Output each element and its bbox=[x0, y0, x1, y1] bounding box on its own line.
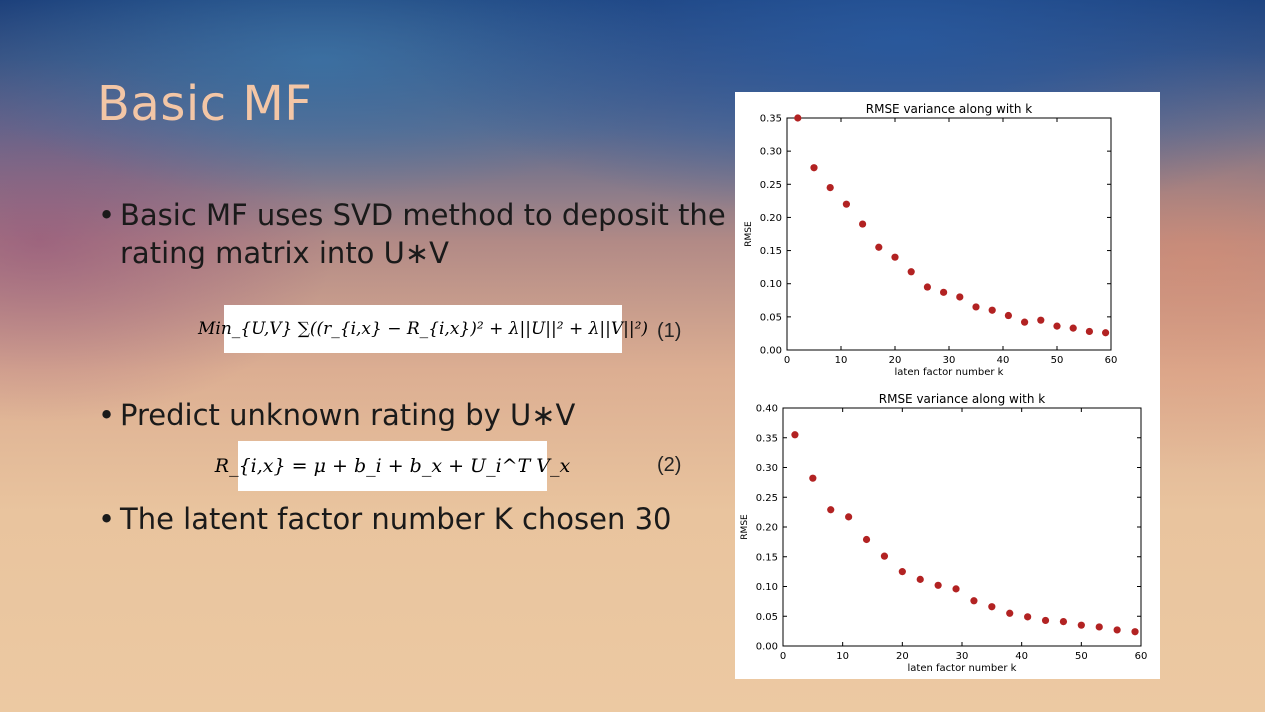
chart-2-data-point bbox=[862, 535, 871, 544]
rmse-plots-panel: 0.00 0.05 0.10 0.15 0.20 0.25 0.30 0.35 0 10 20 30 4… bbox=[735, 92, 1160, 679]
bullet-latent-factor: • The latent factor number K chosen 30 bbox=[98, 500, 738, 538]
chart-2-data-point bbox=[845, 513, 853, 521]
bullet-text: Basic MF uses SVD method to deposit the … bbox=[120, 198, 726, 270]
chart-2-data-point bbox=[809, 474, 817, 482]
chart-2-data-point bbox=[880, 552, 889, 560]
chart-2-xtick-label: 30 bbox=[956, 651, 969, 662]
chart-1-ytick-label: 0.30 bbox=[760, 147, 782, 158]
bullet-dot: • bbox=[98, 398, 116, 432]
chart-1-data-point bbox=[1102, 329, 1110, 337]
chart-1-data-point bbox=[1069, 324, 1077, 332]
chart-1-data-point bbox=[988, 306, 996, 314]
chart-1-xtick-label: 50 bbox=[1051, 355, 1064, 366]
equation-2: R_{i,x} = μ + b_i + b_x + U_i^T V_x bbox=[214, 455, 571, 477]
chart-2-data-point bbox=[1077, 621, 1085, 629]
chart-1-data-point bbox=[1021, 318, 1029, 326]
equation-2-box: R_{i,x} = μ + b_i + b_x + U_i^T V_x bbox=[214, 441, 571, 491]
bullet-dot: • bbox=[98, 198, 116, 232]
bullet-text: The latent factor number K chosen 30 bbox=[120, 502, 672, 536]
chart-1-ytick-label: 0.20 bbox=[760, 213, 782, 224]
chart-2-data-point bbox=[1041, 616, 1050, 625]
chart-1-data-point bbox=[972, 303, 980, 311]
chart-1-data-point bbox=[826, 184, 834, 192]
chart-2-ylabel: RMSE bbox=[740, 514, 750, 540]
chart-1-ytick-label: 0.35 bbox=[760, 114, 782, 125]
chart-2-ytick-label: 0.20 bbox=[756, 523, 778, 534]
chart-2-ytick-label: 0.10 bbox=[756, 582, 778, 593]
rmse-plots-svg: 0.00 0.05 0.10 0.15 0.20 0.25 0.30 0.35 0 10 20 30 4… bbox=[740, 102, 1148, 674]
chart-2-plot-frame bbox=[782, 407, 1142, 647]
chart-2-data-point bbox=[1113, 626, 1121, 634]
equation-1-box: Min_{U,V} ∑((r_{i,x} − R_{i,x})² + λ||U|… bbox=[197, 305, 649, 353]
chart-2-data-point bbox=[934, 581, 942, 589]
chart-2-xtick-label: 0 bbox=[780, 651, 786, 662]
chart-1-ylabel: RMSE bbox=[744, 221, 754, 247]
equation-1-number: (1) bbox=[657, 320, 682, 342]
chart-2-data-point bbox=[1006, 609, 1014, 617]
bullet-dot: • bbox=[98, 502, 116, 536]
chart-2-xtick-label: 20 bbox=[896, 651, 909, 662]
bullet-svd: • Basic MF uses SVD method to deposit th… bbox=[98, 196, 738, 272]
bullet-predict: • Predict unknown rating by U∗V bbox=[98, 396, 738, 434]
chart-1-ytick-label: 0.00 bbox=[760, 346, 782, 357]
chart-1-ytick-label: 0.05 bbox=[760, 312, 782, 323]
chart-2-data-point bbox=[970, 597, 978, 605]
slide-title: Basic MF bbox=[97, 76, 313, 132]
chart-1-ytick-label: 0.25 bbox=[760, 180, 782, 191]
chart-2-ytick-label: 0.30 bbox=[756, 463, 778, 474]
chart-2-data-point bbox=[916, 575, 924, 583]
chart-2-data-point bbox=[1059, 618, 1068, 626]
chart-1-data-point bbox=[956, 293, 964, 301]
chart-2-data-point bbox=[1024, 613, 1032, 621]
chart-1-data-point bbox=[940, 288, 948, 296]
chart-2-data-point bbox=[952, 585, 960, 593]
equation-1: Min_{U,V} ∑((r_{i,x} − R_{i,x})² + λ||U|… bbox=[197, 319, 649, 339]
chart-1-data-point bbox=[923, 283, 931, 291]
chart-1-xtick-label: 30 bbox=[943, 355, 956, 366]
chart-1-xtick-label: 20 bbox=[889, 355, 902, 366]
chart-1-xtick-label: 40 bbox=[997, 355, 1010, 366]
chart-2-ytick-label: 0.35 bbox=[756, 433, 778, 444]
chart-2-xlabel: laten factor number k bbox=[908, 663, 1017, 674]
chart-1-data-point bbox=[1004, 311, 1012, 320]
chart-1-data-point bbox=[1037, 316, 1045, 324]
chart-1-xlabel: laten factor number k bbox=[895, 367, 1004, 378]
chart-1-title: RMSE variance along with k bbox=[866, 102, 1033, 116]
chart-2-data-point bbox=[898, 568, 906, 576]
chart-1-ytick-label: 0.15 bbox=[760, 246, 782, 257]
chart-2-xtick-label: 50 bbox=[1075, 651, 1088, 662]
chart-1-ytick-label: 0.10 bbox=[760, 279, 782, 290]
chart-2-data-point bbox=[791, 431, 799, 439]
chart-1-data-point bbox=[842, 200, 850, 208]
chart-1-xtick-label: 60 bbox=[1105, 355, 1118, 366]
chart-1-data-point bbox=[859, 220, 867, 228]
chart-1-data-point bbox=[907, 268, 915, 276]
equation-2-number: (2) bbox=[657, 454, 682, 476]
chart-1-data-point bbox=[875, 243, 883, 251]
chart-2-ytick-label: 0.00 bbox=[756, 642, 778, 653]
chart-2-ytick-label: 0.40 bbox=[756, 404, 778, 415]
chart-1-xtick-label: 0 bbox=[784, 355, 790, 366]
chart-2-ytick-label: 0.15 bbox=[756, 552, 778, 563]
chart-1-data-point bbox=[794, 114, 802, 122]
chart-2-data-point bbox=[1095, 623, 1103, 631]
chart-1-data-point bbox=[891, 253, 899, 261]
chart-1-data-point bbox=[810, 164, 818, 172]
chart-2-xtick-label: 40 bbox=[1015, 651, 1028, 662]
chart-1-plot-frame bbox=[786, 117, 1112, 351]
chart-1-xtick-label: 10 bbox=[835, 355, 848, 366]
chart-2-data-point bbox=[988, 603, 996, 611]
chart-1-data-point bbox=[1053, 322, 1061, 330]
bullet-text: Predict unknown rating by U∗V bbox=[120, 398, 576, 432]
chart-2-ytick-label: 0.25 bbox=[756, 493, 778, 504]
chart-2-data-point bbox=[1131, 628, 1139, 636]
chart-2-xtick-label: 60 bbox=[1135, 651, 1148, 662]
chart-2-ytick-label: 0.05 bbox=[756, 612, 778, 623]
chart-2-title: RMSE variance along with k bbox=[879, 392, 1046, 406]
chart-1-data-point bbox=[1085, 327, 1093, 336]
chart-2-data-point bbox=[827, 506, 835, 514]
chart-2-xtick-label: 10 bbox=[836, 651, 849, 662]
